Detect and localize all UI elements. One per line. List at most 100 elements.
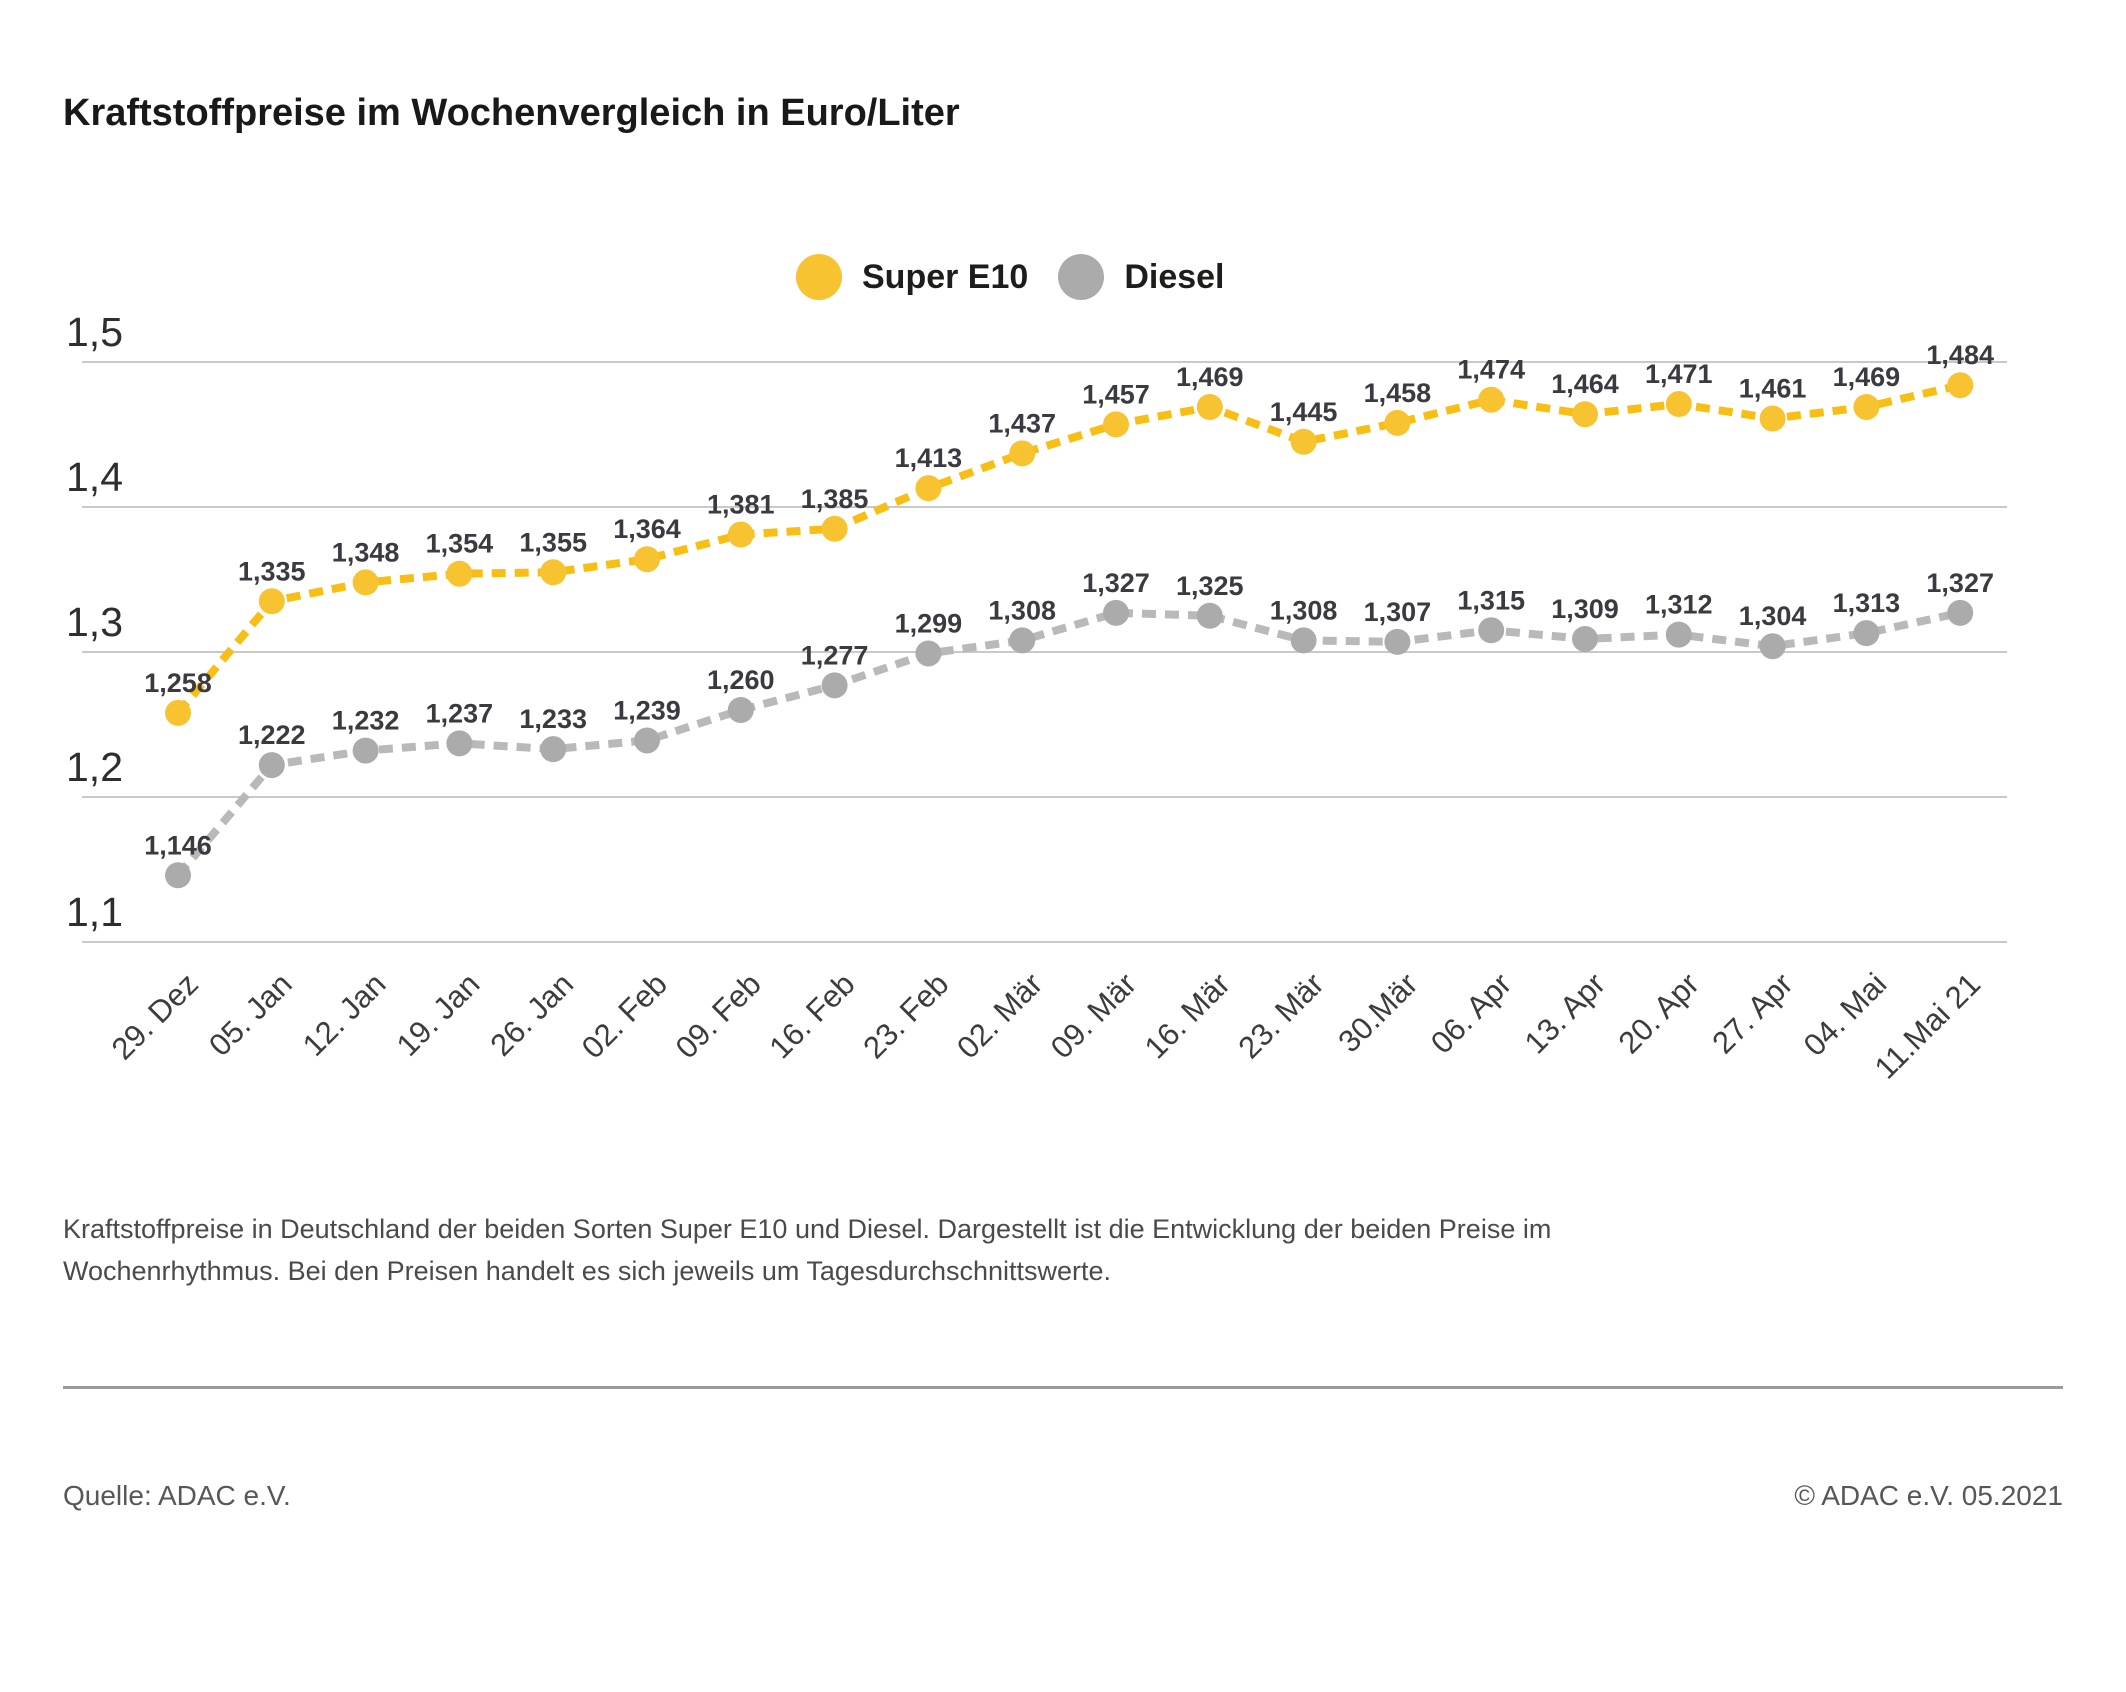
- data-point-label: 1,313: [1833, 588, 1901, 618]
- legend-item-diesel: Diesel: [1058, 254, 1225, 300]
- data-point-label: 1,232: [332, 706, 400, 736]
- data-point: [821, 672, 848, 699]
- data-point: [1009, 627, 1036, 654]
- data-point-label: 1,312: [1645, 590, 1713, 620]
- x-tick-label: 04. Mai: [1797, 966, 1894, 1063]
- series-super-e10: 1,258 1,335 1,348 1,354 1,355 1,364 1,381 1,385…: [144, 340, 1994, 726]
- series-diesel: 1,146 1,222 1,232 1,237 1,233 1,239 1,260 1,277…: [144, 568, 1994, 889]
- data-point-label: 1,258: [144, 668, 212, 698]
- data-point: [1196, 602, 1223, 629]
- data-point: [165, 699, 191, 726]
- data-point: [352, 737, 379, 764]
- legend-label-super-e10: Super E10: [862, 257, 1029, 296]
- data-point: [1665, 391, 1692, 418]
- data-point: [1665, 621, 1692, 648]
- data-point-label: 1,327: [1082, 568, 1150, 598]
- footer-divider: [63, 1386, 2063, 1389]
- x-tick-label: 09. Mär: [1044, 966, 1143, 1065]
- x-tick-label: 02. Mär: [950, 966, 1049, 1065]
- caption-line-2: Wochenrhythmus. Bei den Preisen handelt …: [63, 1256, 1112, 1286]
- data-point: [446, 560, 473, 587]
- data-point-label: 1,469: [1833, 362, 1901, 392]
- data-point: [258, 752, 285, 779]
- data-point: [1384, 409, 1411, 436]
- x-tick-label: 16. Feb: [762, 966, 861, 1065]
- x-tick-label: 27. Apr: [1705, 966, 1799, 1060]
- data-point: [1947, 599, 1974, 626]
- data-point: [1290, 627, 1317, 654]
- data-point-label: 1,354: [426, 529, 494, 559]
- x-tick-label: 23. Feb: [856, 966, 955, 1065]
- y-tick-label: 1,5: [66, 309, 123, 355]
- x-tick-label: 19. Jan: [390, 966, 487, 1063]
- data-point: [727, 697, 754, 723]
- data-point: [1103, 411, 1129, 438]
- data-point-label: 1,461: [1739, 374, 1807, 404]
- x-tick-label: 20. Apr: [1612, 966, 1706, 1060]
- source-label: Quelle: ADAC e.V.: [63, 1480, 291, 1511]
- data-point-label: 1,260: [707, 665, 775, 695]
- data-point-label: 1,304: [1739, 601, 1807, 631]
- data-point-label: 1,237: [426, 698, 494, 728]
- data-point-label: 1,457: [1082, 379, 1150, 409]
- data-point: [1009, 440, 1036, 467]
- data-point: [915, 640, 942, 667]
- legend-item-super-e10: Super E10: [796, 254, 1028, 300]
- x-tick-label: 23. Mär: [1231, 966, 1330, 1065]
- x-tick-label: 05. Jan: [202, 966, 299, 1063]
- data-point-label: 1,385: [801, 484, 869, 514]
- data-point-label: 1,464: [1551, 369, 1619, 399]
- data-point: [1853, 620, 1880, 647]
- chart-legend: Super E10 Diesel: [796, 254, 1225, 300]
- data-point-label: 1,355: [519, 527, 587, 557]
- data-point: [1572, 625, 1598, 652]
- data-point-label: 1,437: [988, 408, 1056, 438]
- x-tick-label: 09. Feb: [669, 966, 768, 1065]
- data-point: [540, 559, 567, 586]
- data-point: [1572, 401, 1598, 428]
- data-point-label: 1,233: [519, 704, 587, 734]
- data-point: [1478, 617, 1505, 644]
- data-point-label: 1,308: [988, 595, 1056, 625]
- data-point: [1947, 372, 1974, 399]
- data-point-label: 1,469: [1176, 362, 1244, 392]
- data-point-label: 1,146: [144, 830, 212, 860]
- x-tick-label: 12. Jan: [296, 966, 393, 1063]
- data-point: [1103, 599, 1129, 626]
- data-point-label: 1,381: [707, 490, 775, 520]
- data-point: [1759, 633, 1786, 660]
- data-point-label: 1,445: [1270, 397, 1338, 427]
- super-e10-dot-icon: [796, 254, 842, 300]
- data-point-label: 1,413: [895, 443, 963, 473]
- data-point: [1759, 405, 1786, 432]
- diesel-dot-icon: [1058, 254, 1105, 300]
- data-point: [727, 521, 754, 548]
- x-tick-label: 06. Apr: [1424, 966, 1518, 1060]
- data-point: [915, 475, 942, 502]
- x-tick-label: 13. Apr: [1518, 966, 1612, 1060]
- x-tick-label: 29. Dez: [105, 966, 205, 1066]
- data-point-label: 1,474: [1457, 355, 1525, 385]
- page-title: Kraftstoffpreise im Wochenvergleich in E…: [63, 92, 960, 134]
- y-tick-label: 1,4: [66, 454, 123, 500]
- data-point: [634, 727, 660, 754]
- data-point-label: 1,458: [1364, 378, 1432, 408]
- caption-line-1: Kraftstoffpreise in Deutschland der beid…: [63, 1214, 1552, 1244]
- data-point: [1196, 393, 1223, 420]
- data-point: [1290, 428, 1317, 455]
- data-point-label: 1,327: [1926, 568, 1994, 598]
- data-point-label: 1,277: [801, 640, 869, 670]
- data-point-label: 1,299: [895, 608, 963, 638]
- x-tick-label: 16. Mär: [1138, 966, 1237, 1065]
- y-tick-label: 1,3: [66, 599, 123, 645]
- chart-caption: Kraftstoffpreise in Deutschland der beid…: [63, 1208, 1551, 1292]
- x-tick-label: 26. Jan: [483, 966, 580, 1063]
- x-tick-label: 02. Feb: [575, 966, 674, 1065]
- data-point: [165, 862, 191, 889]
- data-point: [634, 546, 660, 573]
- data-point-label: 1,315: [1457, 585, 1525, 615]
- y-tick-label: 1,2: [66, 744, 123, 790]
